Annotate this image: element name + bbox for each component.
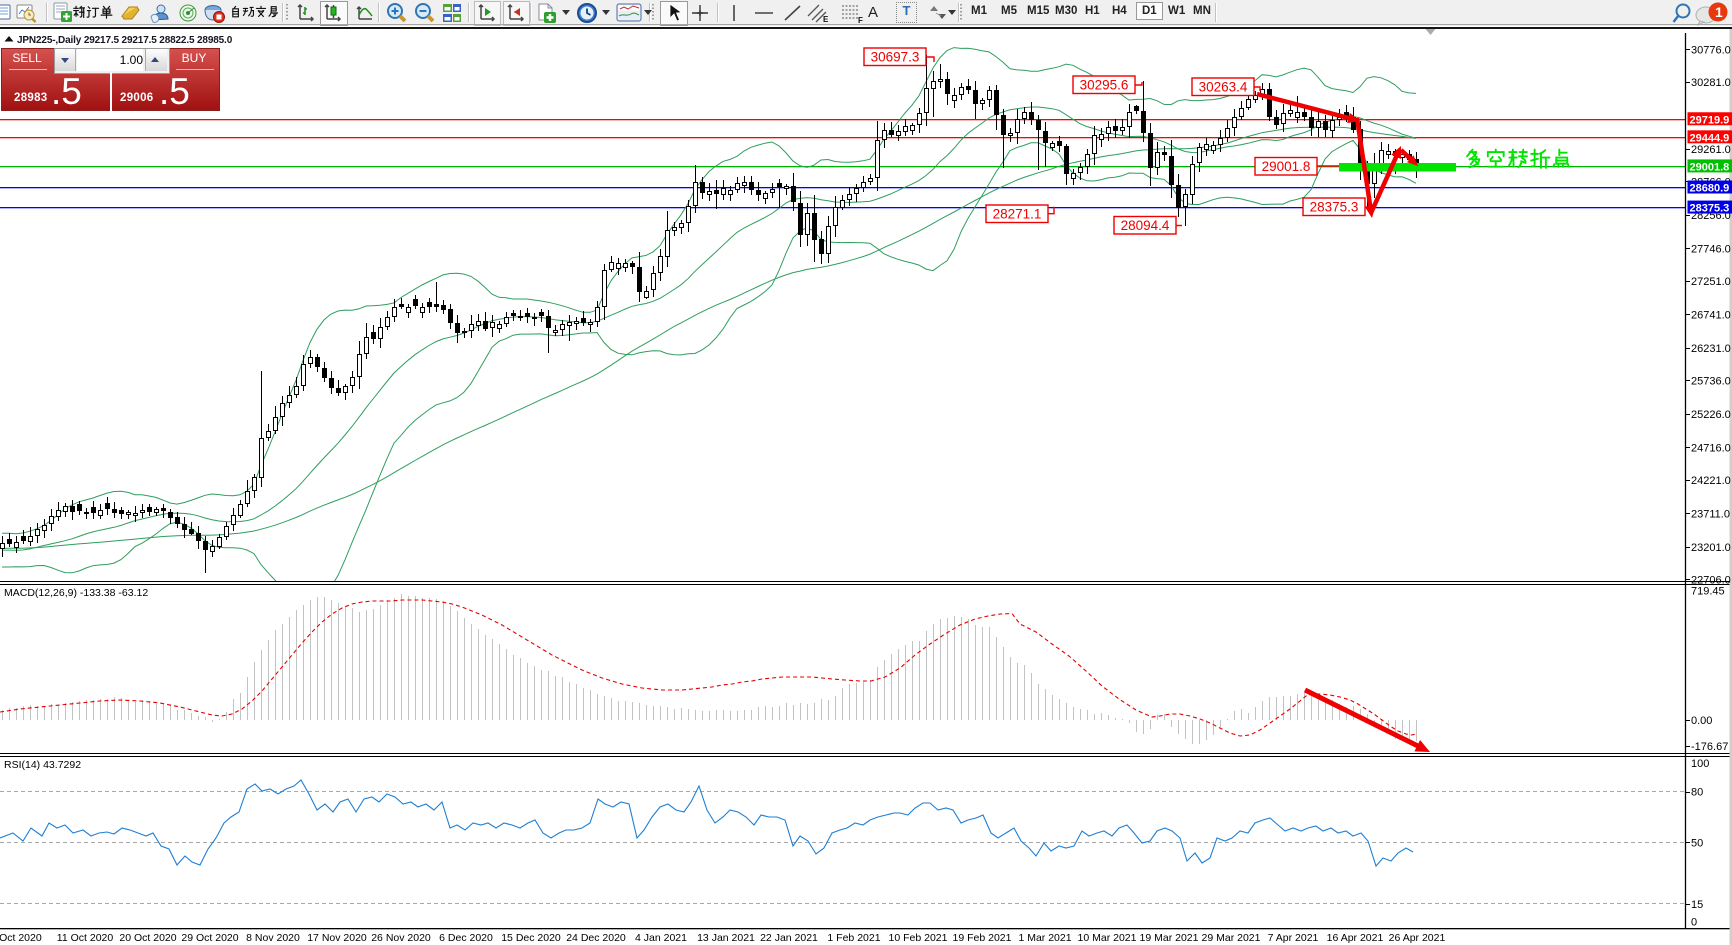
svg-text:719.45: 719.45 (1691, 586, 1725, 598)
svg-text:26 Nov 2020: 26 Nov 2020 (371, 932, 431, 944)
svg-text:28094.4: 28094.4 (1121, 218, 1170, 233)
svg-text:13 Jan 2021: 13 Jan 2021 (697, 932, 755, 944)
svg-text:26231.0: 26231.0 (1691, 343, 1731, 355)
svg-text:16 Apr 2021: 16 Apr 2021 (1327, 932, 1384, 944)
svg-text:29 Mar 2021: 29 Mar 2021 (1202, 932, 1261, 944)
svg-text:1 Mar 2021: 1 Mar 2021 (1018, 932, 1071, 944)
svg-text:4 Jan 2021: 4 Jan 2021 (635, 932, 687, 944)
svg-text:19 Mar 2021: 19 Mar 2021 (1140, 932, 1199, 944)
svg-text:E: E (823, 15, 829, 24)
svg-text:0.00: 0.00 (1691, 715, 1712, 727)
svg-text:29001.8: 29001.8 (1690, 161, 1730, 173)
svg-text:28375.3: 28375.3 (1310, 200, 1359, 215)
svg-text:8 Nov 2020: 8 Nov 2020 (246, 932, 300, 944)
svg-text:29 Oct 2020: 29 Oct 2020 (181, 932, 238, 944)
svg-text:26741.0: 26741.0 (1691, 309, 1731, 321)
svg-text:29261.0: 29261.0 (1691, 144, 1731, 156)
svg-text:17 Nov 2020: 17 Nov 2020 (307, 932, 367, 944)
svg-text:23711.0: 23711.0 (1691, 508, 1730, 520)
svg-text:25226.0: 25226.0 (1691, 409, 1731, 421)
svg-text:28375.3: 28375.3 (1690, 203, 1730, 215)
svg-text:11 Oct 2020: 11 Oct 2020 (57, 932, 114, 944)
svg-text:30697.3: 30697.3 (871, 50, 920, 65)
svg-text:1 Oct 2020: 1 Oct 2020 (0, 932, 42, 944)
svg-text:1: 1 (1715, 4, 1723, 20)
svg-text:10 Mar 2021: 10 Mar 2021 (1078, 932, 1137, 944)
svg-text:28271.1: 28271.1 (993, 207, 1042, 222)
svg-text:27251.0: 27251.0 (1691, 276, 1731, 288)
svg-text:20 Oct 2020: 20 Oct 2020 (119, 932, 176, 944)
svg-text:6 Dec 2020: 6 Dec 2020 (439, 932, 493, 944)
svg-text:100: 100 (1691, 758, 1709, 770)
svg-text:29719.9: 29719.9 (1690, 114, 1730, 126)
svg-text:22 Jan 2021: 22 Jan 2021 (760, 932, 818, 944)
svg-text:10 Feb 2021: 10 Feb 2021 (889, 932, 948, 944)
svg-text:23201.0: 23201.0 (1691, 542, 1731, 554)
svg-text:F: F (858, 16, 863, 24)
svg-text:24 Dec 2020: 24 Dec 2020 (566, 932, 626, 944)
svg-text:30776.0: 30776.0 (1691, 44, 1731, 56)
svg-text:30295.6: 30295.6 (1080, 78, 1129, 93)
svg-text:19 Feb 2021: 19 Feb 2021 (953, 932, 1012, 944)
svg-text:24221.0: 24221.0 (1691, 475, 1731, 487)
svg-text:-176.67: -176.67 (1691, 741, 1728, 753)
svg-text:MACD(12,26,9) -133.38 -63.12: MACD(12,26,9) -133.38 -63.12 (4, 587, 148, 599)
svg-text:26 Apr 2021: 26 Apr 2021 (1389, 932, 1446, 944)
svg-text:15 Dec 2020: 15 Dec 2020 (501, 932, 561, 944)
svg-text:15: 15 (1691, 899, 1703, 911)
svg-text:30263.4: 30263.4 (1199, 80, 1248, 95)
svg-text:29001.8: 29001.8 (1262, 159, 1311, 174)
svg-text:80: 80 (1691, 787, 1703, 799)
svg-text:1 Feb 2021: 1 Feb 2021 (827, 932, 880, 944)
svg-text:24716.0: 24716.0 (1691, 442, 1731, 454)
svg-text:0: 0 (1691, 917, 1697, 929)
svg-text:28680.9: 28680.9 (1690, 182, 1730, 194)
svg-text:29444.9: 29444.9 (1690, 132, 1730, 144)
svg-text:JPN225-,Daily 29217.5 29217.5: JPN225-,Daily 29217.5 29217.5 28822.5 28… (17, 35, 233, 46)
svg-text:22706.0: 22706.0 (1691, 574, 1731, 586)
svg-text:30281.0: 30281.0 (1691, 77, 1731, 89)
svg-text:7 Apr 2021: 7 Apr 2021 (1268, 932, 1319, 944)
svg-text:50: 50 (1691, 838, 1703, 850)
svg-text:25736.0: 25736.0 (1691, 375, 1731, 387)
svg-text:RSI(14) 43.7292: RSI(14) 43.7292 (4, 759, 81, 771)
svg-text:27746.0: 27746.0 (1691, 243, 1731, 255)
